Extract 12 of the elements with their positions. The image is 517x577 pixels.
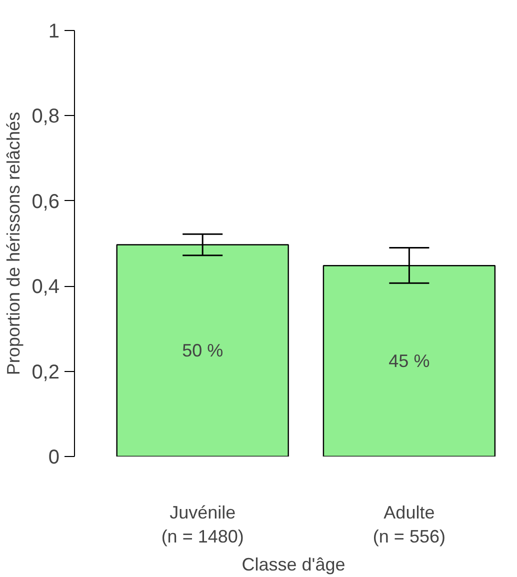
y-axis-title: Proportion de hérissons relâchés: [4, 112, 24, 376]
x-tick-label: Juvénile (n = 1480): [161, 502, 244, 546]
y-tick-label: 0,2: [32, 361, 60, 384]
y-tick-label: 0,4: [32, 276, 60, 298]
y-tick-label: 1: [48, 20, 60, 42]
x-axis-title: Classe d'âge: [242, 554, 346, 574]
x-tick-label: Adulte (n = 556): [372, 502, 446, 546]
data-label: 50 %: [182, 340, 224, 361]
y-tick-label: 0: [48, 446, 60, 468]
y-tick-label: 0,6: [32, 190, 60, 213]
data-label: 45 %: [388, 351, 430, 372]
y-tick-label: 0,8: [32, 106, 60, 128]
